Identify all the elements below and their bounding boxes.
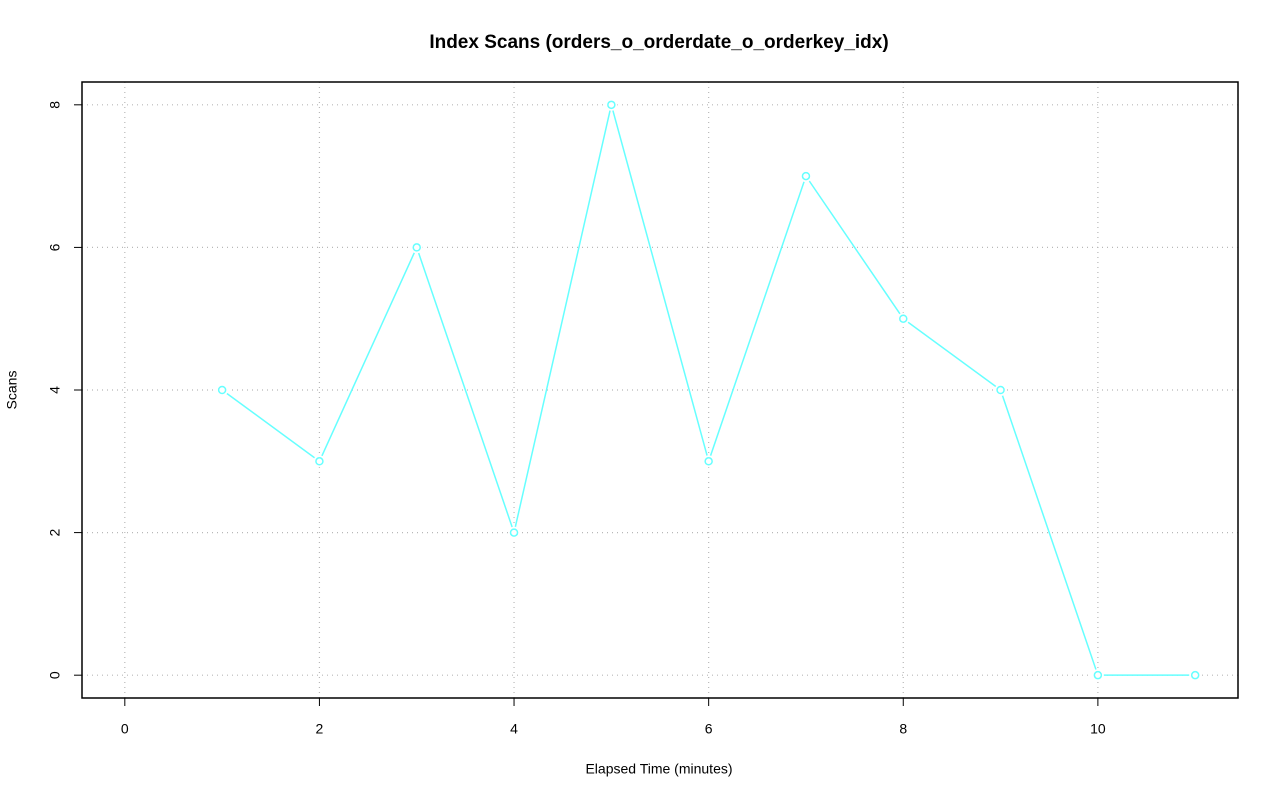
y-tick-label: 0 bbox=[47, 671, 63, 679]
point bbox=[1190, 670, 1200, 680]
point bbox=[412, 243, 421, 252]
point bbox=[315, 457, 324, 466]
y-tick-label: 2 bbox=[47, 528, 63, 536]
y-tick-label: 4 bbox=[47, 386, 63, 394]
point bbox=[509, 528, 519, 537]
plot-frame bbox=[81, 81, 1239, 699]
y-tick-label: 6 bbox=[47, 243, 63, 251]
point bbox=[996, 385, 1005, 395]
x-tick-label: 8 bbox=[899, 721, 907, 737]
x-tick-label: 4 bbox=[510, 721, 518, 737]
y-axis-label: Scans bbox=[4, 371, 20, 410]
point bbox=[607, 100, 616, 110]
x-axis-label: Elapsed Time (minutes) bbox=[585, 761, 732, 777]
x-tick-label: 10 bbox=[1090, 721, 1106, 737]
point bbox=[217, 385, 227, 395]
chart-title: Index Scans (orders_o_orderdate_o_orderk… bbox=[429, 32, 888, 53]
point bbox=[801, 171, 811, 181]
x-tick-label: 6 bbox=[705, 721, 713, 737]
x-tick-label: 2 bbox=[316, 721, 324, 737]
y-tick-label: 8 bbox=[47, 101, 63, 109]
point bbox=[1093, 670, 1103, 680]
x-tick-label: 0 bbox=[121, 721, 129, 737]
point bbox=[899, 314, 908, 323]
point bbox=[704, 457, 713, 466]
